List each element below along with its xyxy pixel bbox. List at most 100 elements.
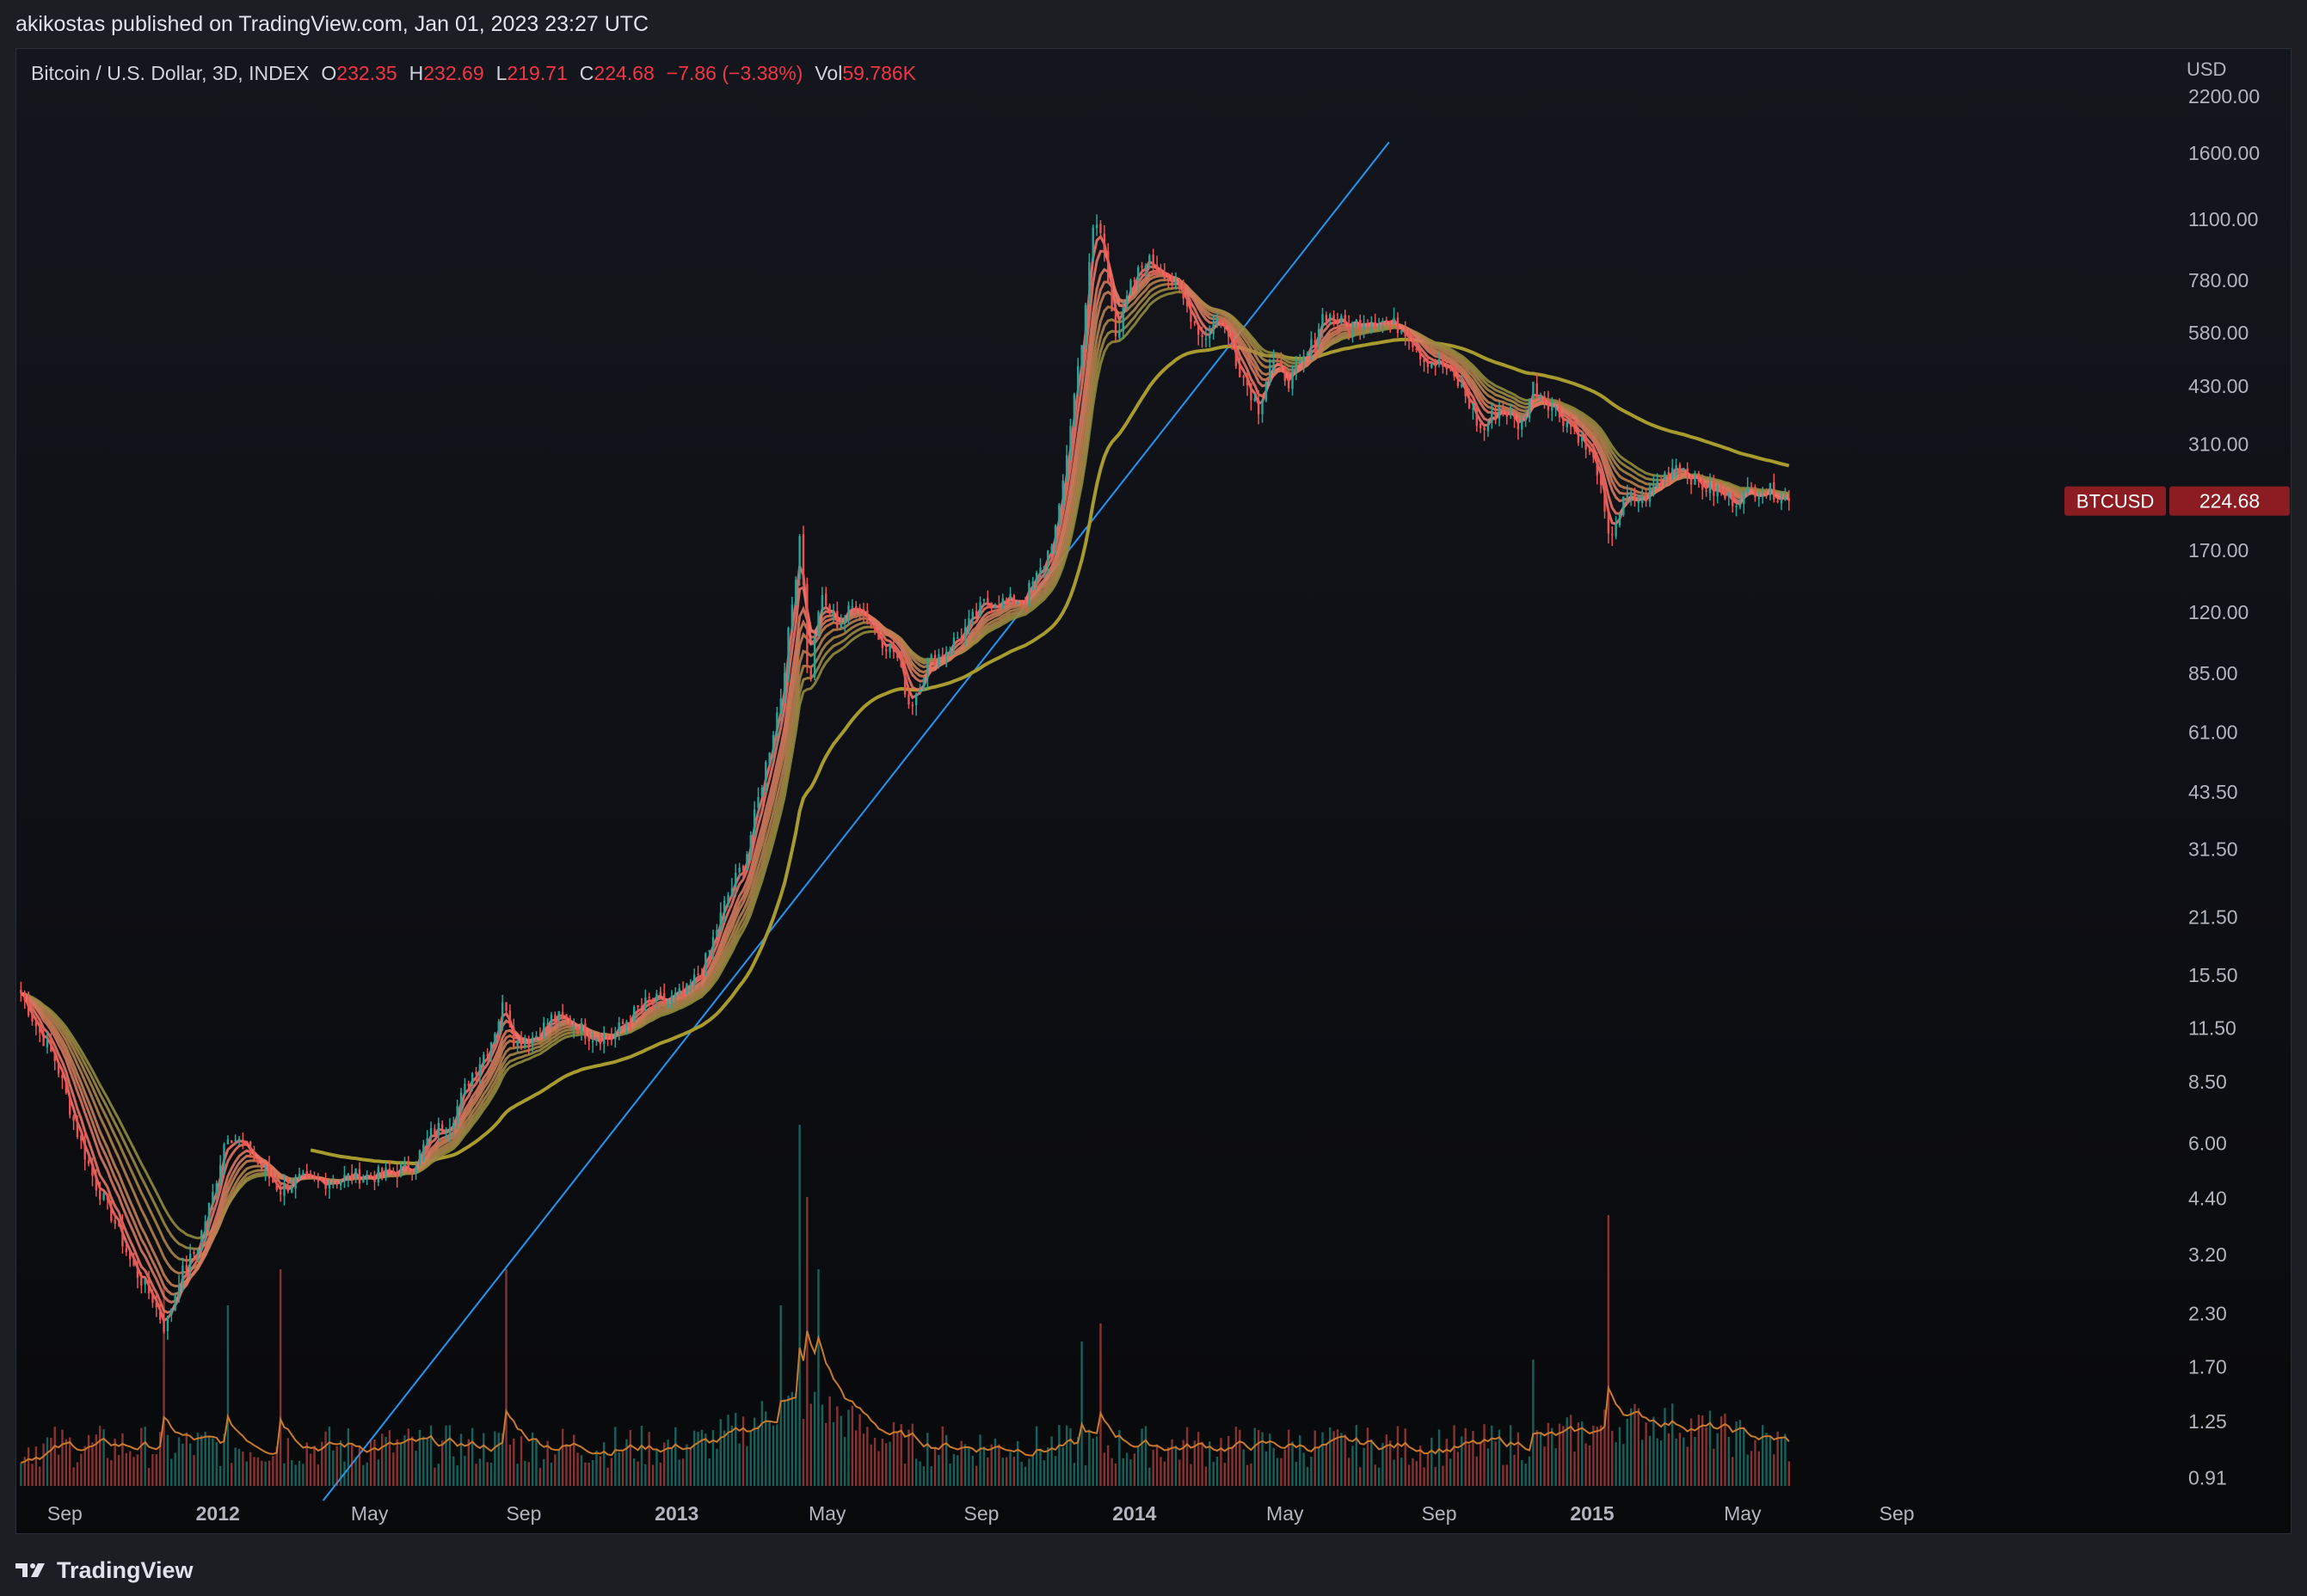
volume-bar bbox=[1697, 1415, 1701, 1486]
candle bbox=[1047, 549, 1049, 574]
volume-bar bbox=[193, 1455, 195, 1486]
brand-footer[interactable]: TradingView bbox=[15, 1555, 194, 1586]
candle bbox=[61, 1069, 64, 1090]
candle bbox=[513, 1018, 515, 1047]
volume-bar bbox=[516, 1464, 519, 1486]
candle bbox=[422, 1139, 425, 1163]
candle bbox=[1313, 333, 1316, 353]
volume-bar bbox=[735, 1413, 737, 1486]
publish-header: akikostas published on TradingView.com, … bbox=[0, 0, 2307, 48]
candle bbox=[218, 1155, 222, 1186]
volume-bar bbox=[410, 1436, 414, 1486]
candle bbox=[1389, 320, 1392, 334]
candle bbox=[944, 646, 948, 667]
candle bbox=[1264, 380, 1268, 402]
candle bbox=[95, 1169, 98, 1197]
volume-bar bbox=[1363, 1447, 1365, 1486]
volume-bar bbox=[1434, 1466, 1436, 1486]
volume-bar bbox=[1182, 1439, 1184, 1486]
volume-bar bbox=[1664, 1408, 1666, 1486]
volume-bar bbox=[606, 1467, 609, 1486]
volume-bar bbox=[1276, 1458, 1279, 1486]
volume-bar bbox=[772, 1425, 775, 1486]
y-tick-label: 21.50 bbox=[2188, 905, 2238, 928]
volume-bar bbox=[1426, 1452, 1430, 1486]
volume-bar bbox=[1622, 1444, 1625, 1486]
volume-bar bbox=[930, 1466, 932, 1486]
candle bbox=[610, 1028, 613, 1046]
candle bbox=[1757, 492, 1760, 507]
candle bbox=[1437, 352, 1441, 368]
volume-bar bbox=[34, 1446, 38, 1486]
volume-bar bbox=[1648, 1435, 1652, 1486]
volume-bar bbox=[437, 1464, 440, 1486]
volume-bar bbox=[1705, 1427, 1707, 1486]
volume-bar bbox=[332, 1450, 335, 1486]
volume-bar bbox=[787, 1395, 790, 1486]
volume-bar bbox=[1280, 1458, 1283, 1486]
candle bbox=[858, 604, 861, 622]
volume-bar bbox=[1547, 1422, 1550, 1486]
candle bbox=[305, 1163, 308, 1180]
volume-bar bbox=[949, 1463, 951, 1486]
candle bbox=[1197, 322, 1200, 346]
candle bbox=[1708, 473, 1712, 501]
volume-bar bbox=[629, 1429, 632, 1486]
candle bbox=[1347, 315, 1350, 341]
volume-bar bbox=[1174, 1445, 1178, 1486]
volume-bar bbox=[1366, 1427, 1369, 1486]
y-tick-label: 85.00 bbox=[2188, 662, 2238, 684]
volume-bar bbox=[231, 1463, 233, 1486]
candle bbox=[302, 1169, 305, 1176]
volume-bar bbox=[813, 1391, 816, 1486]
volume-bar bbox=[689, 1447, 692, 1486]
volume-bar bbox=[941, 1426, 944, 1486]
candle bbox=[286, 1177, 290, 1194]
volume-bar bbox=[1757, 1451, 1760, 1486]
volume-bar bbox=[204, 1431, 206, 1486]
volume-bar bbox=[429, 1425, 433, 1486]
candle bbox=[440, 1120, 444, 1134]
candle bbox=[321, 1177, 323, 1182]
volume-bar bbox=[366, 1462, 368, 1486]
candle bbox=[1743, 489, 1745, 514]
volume-bar bbox=[806, 1197, 809, 1486]
volume-bar bbox=[1024, 1466, 1027, 1486]
volume-bar bbox=[1287, 1429, 1290, 1486]
candle bbox=[584, 1018, 587, 1045]
volume-bar bbox=[1374, 1464, 1376, 1486]
volume-bar bbox=[565, 1444, 568, 1486]
volume-bar bbox=[1306, 1467, 1309, 1486]
candle bbox=[828, 603, 831, 615]
volume-bar bbox=[1716, 1433, 1719, 1486]
candle bbox=[1178, 278, 1181, 294]
candle bbox=[489, 1041, 493, 1063]
candle bbox=[121, 1213, 124, 1254]
volume-bar bbox=[1077, 1437, 1080, 1486]
candle bbox=[711, 930, 715, 960]
volume-bar bbox=[971, 1455, 974, 1486]
legend-volume-label: Vol bbox=[815, 61, 843, 84]
volume-bar bbox=[1073, 1463, 1076, 1486]
legend-high-label: H bbox=[409, 61, 424, 84]
volume-bar bbox=[1442, 1465, 1444, 1486]
candle bbox=[1171, 272, 1173, 290]
volume-bar bbox=[1291, 1441, 1294, 1486]
volume-bar bbox=[1193, 1440, 1197, 1486]
ma-ribbon-layer bbox=[20, 234, 1790, 1323]
volume-bar bbox=[237, 1448, 241, 1486]
candle bbox=[1381, 317, 1384, 334]
volume-bar bbox=[76, 1462, 79, 1486]
volume-bar bbox=[727, 1415, 729, 1486]
candle bbox=[1618, 513, 1621, 528]
candle bbox=[741, 864, 745, 881]
candle bbox=[1776, 497, 1779, 504]
volume-bar bbox=[621, 1450, 624, 1486]
volume-bar bbox=[1099, 1323, 1102, 1486]
candle bbox=[459, 1088, 463, 1114]
candle bbox=[76, 1114, 79, 1139]
volume-bar bbox=[1754, 1439, 1756, 1486]
volume-bar bbox=[1152, 1449, 1154, 1486]
candle bbox=[949, 646, 951, 657]
